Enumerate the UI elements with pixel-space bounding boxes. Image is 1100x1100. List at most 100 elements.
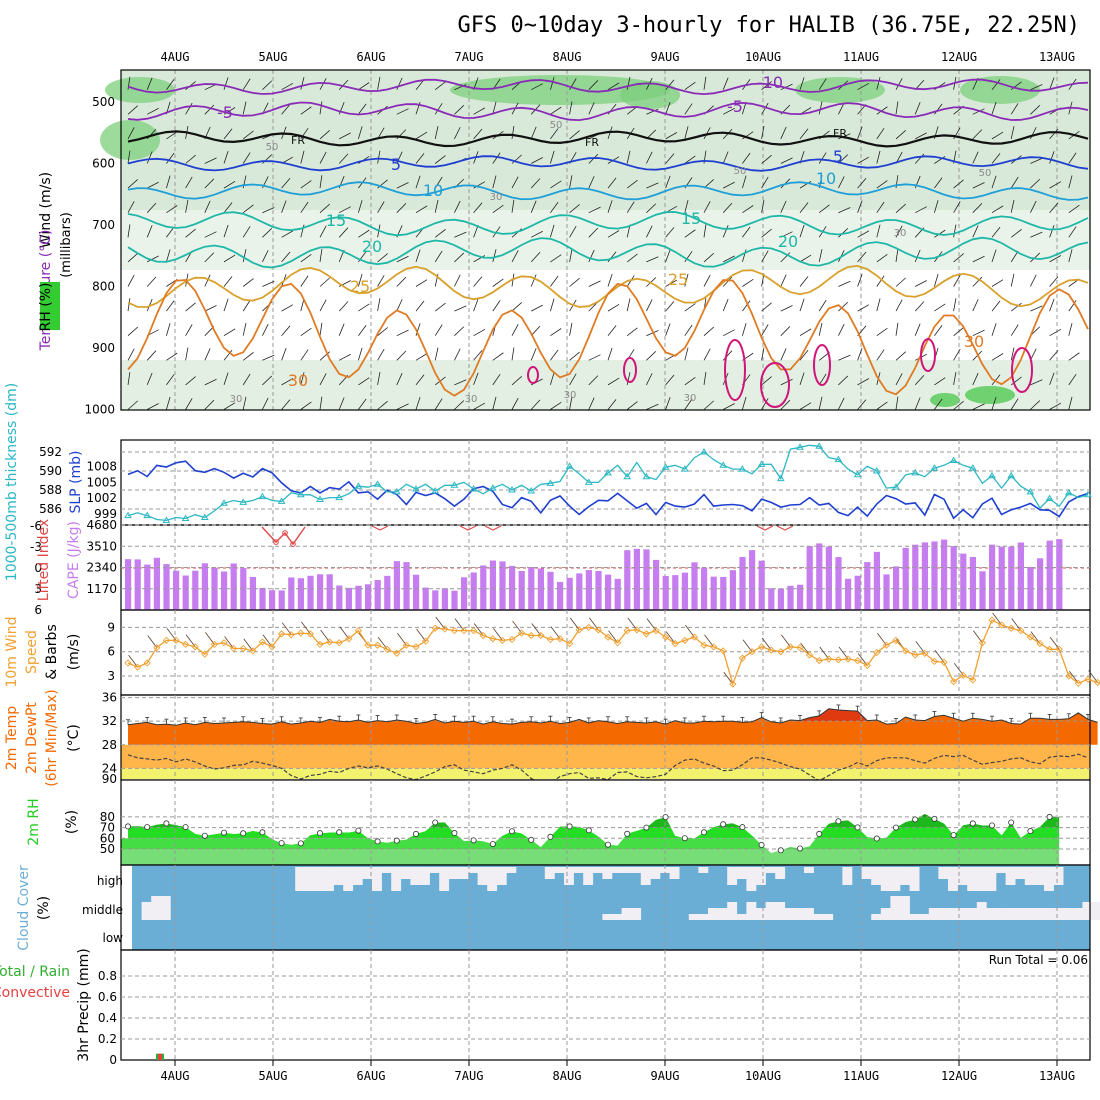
wind10m-marker (825, 655, 833, 663)
wind-barb (722, 151, 729, 164)
wind-barb (550, 128, 559, 140)
wind-barb (895, 396, 899, 410)
cloud-middle-gap (919, 914, 930, 920)
wind-barb (857, 230, 870, 238)
cloud-high-gap (487, 867, 498, 891)
rh2m-marker (432, 819, 439, 826)
wind-barb (281, 347, 287, 361)
slp-thickness-panel: 586 588 590 592 999 1002 1005 1008 1000-500mb th… (4, 383, 1092, 581)
cape-bar (806, 546, 813, 610)
wind-barb (550, 254, 562, 263)
wind-barb (838, 207, 851, 214)
wind-barb (396, 182, 409, 189)
wind-barb (300, 327, 312, 337)
wind-barb (242, 249, 247, 262)
cloud-high-gap (420, 867, 430, 885)
wind-barb (953, 275, 961, 287)
thickness-marker (469, 485, 478, 492)
precip-tick: 0.8 (98, 969, 117, 983)
wind-barb (415, 279, 428, 287)
wind-barb (377, 150, 381, 164)
temp-band-mid (121, 744, 1090, 769)
wind-barb (626, 150, 631, 164)
li-axis-label: Lifted Index (36, 519, 52, 601)
thickness-marker (911, 468, 920, 476)
wind10m-marker (489, 635, 497, 643)
wind-barb (1010, 376, 1022, 386)
wind-barb (454, 127, 461, 140)
rh2m-marker (374, 838, 381, 845)
cloud-high-gap (602, 867, 613, 879)
cape-bar (816, 543, 823, 610)
wind-barb (242, 78, 251, 90)
wind-barb (242, 322, 247, 336)
wind-barb (953, 327, 964, 337)
rh2m-marker (336, 829, 343, 836)
wind-barb (204, 200, 211, 213)
wind-barb (934, 200, 939, 213)
rh2m-area (128, 814, 1060, 839)
wind-barb (646, 299, 653, 312)
cape-bar (297, 578, 304, 610)
rh2m-mask-right (1059, 780, 1090, 865)
wind-barb (703, 400, 714, 410)
cape-bar (144, 564, 151, 610)
wind10m-marker (239, 644, 247, 653)
wind-barb (146, 77, 153, 90)
wind-barb (722, 77, 729, 90)
wind-barb (588, 397, 595, 410)
wind-barb (415, 374, 425, 386)
thickness-marker (527, 486, 536, 494)
wind-barb (127, 400, 138, 410)
date-label-bottom: 10AUG (745, 1069, 781, 1083)
wind-barb (530, 126, 537, 140)
wind-barb (127, 298, 131, 312)
wind-barb (319, 351, 330, 361)
wind-barb (780, 200, 787, 213)
wind-barb (492, 152, 501, 164)
wind-barb (991, 226, 1001, 238)
wind-barb (972, 129, 983, 140)
cloud-middle-gap (1015, 908, 1026, 920)
cape-bar (605, 574, 612, 610)
isotherm-35-loop (527, 366, 539, 384)
wind-barb (319, 203, 330, 213)
precip-panel: 0 0.2 0.4 0.6 0.8 Run Total = 0.06 Total / Rai… (0, 948, 1091, 1067)
wind-barb (646, 351, 657, 361)
cloud-high-gap (448, 867, 459, 879)
thickness-marker (1084, 490, 1092, 498)
wind-barb (550, 202, 559, 213)
li-line (261, 526, 306, 546)
wind10m-marker (325, 638, 334, 646)
wind-barb (185, 324, 193, 336)
wind-barb (895, 322, 899, 336)
wind-barb (473, 202, 483, 213)
wind-barb (492, 101, 497, 115)
thickness-marker (162, 516, 171, 523)
wind-barb (665, 227, 675, 238)
wind-barb (818, 249, 823, 262)
wind-barb (1049, 151, 1055, 164)
wind-barb (703, 274, 711, 287)
wind10m-marker (709, 643, 718, 651)
wind10m-marker (258, 638, 267, 646)
rh-tick: 60 (100, 831, 115, 845)
wind-barb (818, 78, 827, 90)
wind-barb (799, 224, 805, 238)
wind-barb (204, 178, 215, 189)
rh2m-marker (355, 827, 362, 834)
wind-barb (550, 180, 562, 189)
wind-barb (242, 101, 247, 115)
wind-barb (377, 327, 388, 337)
wind10m-marker (777, 648, 785, 656)
cape-bar (960, 553, 967, 610)
wind-barb (780, 83, 793, 91)
wind10m-marker (613, 639, 622, 647)
wind-barb (415, 300, 425, 312)
rh-axis-label-2: (%) (64, 810, 80, 834)
cloud-middle-gap (909, 914, 920, 920)
wind-barb (319, 373, 327, 386)
wind-barb (742, 152, 751, 164)
wind-barb (1030, 274, 1037, 287)
